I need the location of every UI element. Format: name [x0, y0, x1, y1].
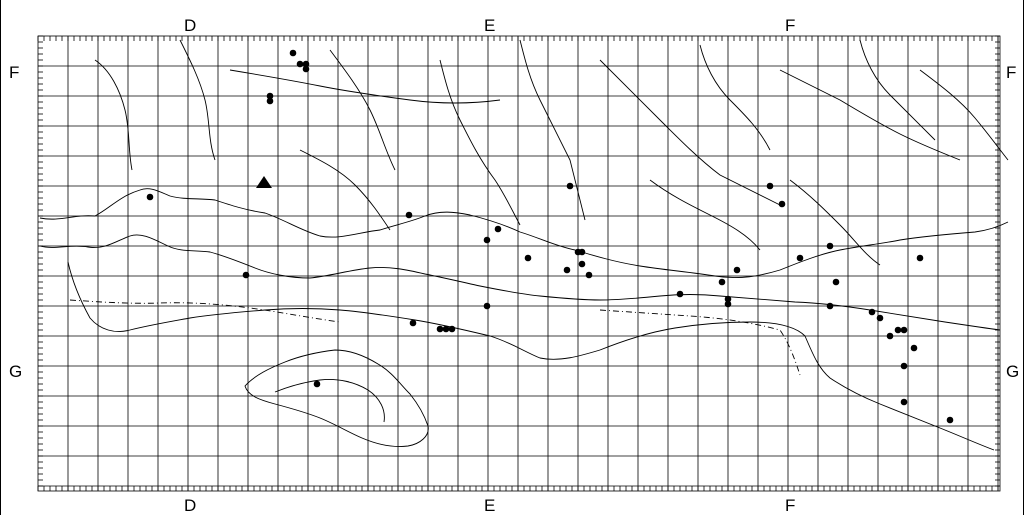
grid-label-bottom-e: E — [484, 496, 496, 515]
record-dot — [886, 332, 894, 340]
record-dot — [900, 326, 908, 334]
record-dot — [442, 325, 450, 333]
record-dot — [876, 314, 884, 322]
grid-label-left-g: G — [9, 362, 23, 381]
grid-label-right-g: G — [1006, 362, 1020, 381]
record-dot — [266, 97, 274, 105]
grid-label-left-f: F — [9, 63, 20, 82]
record-dot — [724, 295, 732, 303]
grid-border — [37, 35, 1001, 492]
record-dot — [302, 60, 310, 68]
record-dot — [483, 236, 491, 244]
record-dot — [313, 380, 321, 388]
record-dot — [826, 302, 834, 310]
grid-label-top-d: D — [184, 16, 197, 35]
record-dot — [946, 416, 954, 424]
record-dot — [724, 300, 732, 308]
record-dot — [778, 200, 786, 208]
record-dot — [718, 278, 726, 286]
record-dot — [289, 49, 297, 57]
record-dot — [524, 254, 532, 262]
coastline-contours — [39, 39, 1009, 451]
record-dot — [578, 248, 586, 256]
record-dot — [832, 278, 840, 286]
record-dot — [578, 260, 586, 268]
grid-label-top-e: E — [484, 16, 496, 35]
grid-label-right-f: F — [1006, 63, 1017, 82]
record-dot — [766, 182, 774, 190]
grid-lines — [37, 35, 1001, 492]
record-dot — [900, 362, 908, 370]
record-dot — [916, 254, 924, 262]
record-dot — [409, 319, 417, 327]
record-dot — [563, 266, 571, 274]
record-dot — [796, 254, 804, 262]
record-dot — [676, 290, 684, 298]
special-site-triangle — [256, 176, 272, 188]
record-dot — [302, 65, 310, 73]
record-dot — [436, 325, 444, 333]
record-dot — [494, 225, 502, 233]
grid-label-bottom-d: D — [184, 496, 197, 515]
record-dot — [900, 398, 908, 406]
record-dot — [826, 242, 834, 250]
record-dot — [894, 326, 902, 334]
record-dot — [483, 302, 491, 310]
record-dot — [242, 271, 250, 279]
record-dot — [266, 92, 274, 100]
record-dots — [146, 49, 954, 424]
record-dot — [733, 266, 741, 274]
record-dot — [296, 60, 304, 68]
frame-ticks — [37, 35, 1000, 491]
record-dot — [566, 182, 574, 190]
record-dot — [448, 325, 456, 333]
grid-label-top-f: F — [785, 16, 796, 35]
record-dot — [910, 344, 918, 352]
grid-label-bottom-f: F — [785, 496, 796, 515]
record-dot — [585, 271, 593, 279]
record-dot — [868, 308, 876, 316]
record-dot — [405, 211, 413, 219]
record-dot — [146, 193, 154, 201]
